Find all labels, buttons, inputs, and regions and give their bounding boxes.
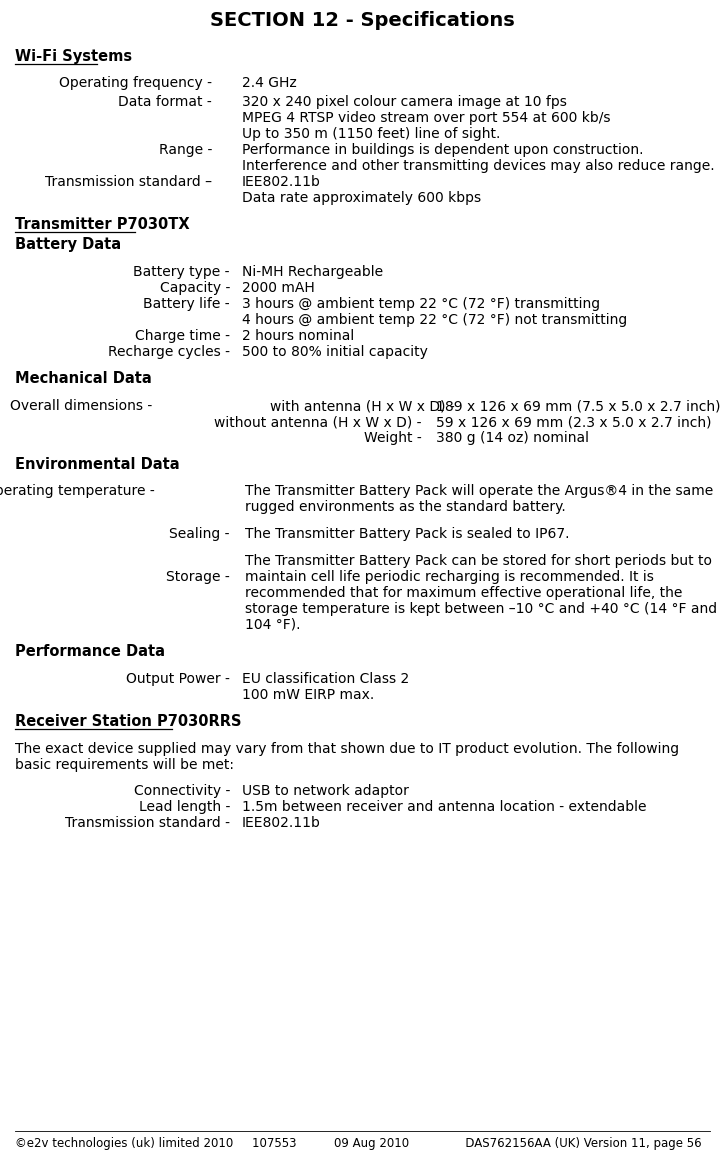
Text: Overall dimensions -: Overall dimensions - — [9, 399, 152, 413]
Text: without antenna (H x W x D) -: without antenna (H x W x D) - — [215, 415, 422, 429]
Text: Connectivity -: Connectivity - — [133, 784, 230, 798]
Text: Charge time -: Charge time - — [135, 328, 230, 343]
Text: Transmission standard -: Transmission standard - — [65, 816, 230, 830]
Text: storage temperature is kept between –10 °C and +40 °C (14 °F and: storage temperature is kept between –10 … — [245, 602, 717, 616]
Text: The exact device supplied may vary from that shown due to IT product evolution. : The exact device supplied may vary from … — [15, 742, 679, 756]
Text: Transmitter P7030TX: Transmitter P7030TX — [15, 217, 190, 231]
Text: Operating temperature -: Operating temperature - — [0, 484, 155, 498]
Text: Data format -: Data format - — [118, 95, 212, 109]
Text: 1.5m between receiver and antenna location - extendable: 1.5m between receiver and antenna locati… — [242, 800, 647, 814]
Text: Receiver Station P7030RRS: Receiver Station P7030RRS — [15, 714, 241, 729]
Text: Output Power -: Output Power - — [126, 672, 230, 686]
Text: Storage -: Storage - — [166, 570, 230, 584]
Text: 3 hours @ ambient temp 22 °C (72 °F) transmitting: 3 hours @ ambient temp 22 °C (72 °F) tra… — [242, 297, 600, 311]
Text: USB to network adaptor: USB to network adaptor — [242, 784, 409, 798]
Text: Battery life -: Battery life - — [144, 297, 230, 311]
Text: maintain cell life periodic recharging is recommended. It is: maintain cell life periodic recharging i… — [245, 570, 654, 584]
Text: ©e2v technologies (uk) limited 2010     107553          09 Aug 2010             : ©e2v technologies (uk) limited 2010 1075… — [15, 1137, 702, 1150]
Text: Up to 350 m (1150 feet) line of sight.: Up to 350 m (1150 feet) line of sight. — [242, 127, 500, 141]
Text: with antenna (H x W x D) -: with antenna (H x W x D) - — [270, 399, 455, 413]
Text: Lead length -: Lead length - — [138, 800, 230, 814]
Text: 2.4 GHz: 2.4 GHz — [242, 76, 297, 90]
Text: SECTION 12 - Specifications: SECTION 12 - Specifications — [210, 11, 515, 30]
Text: Performance Data: Performance Data — [15, 644, 165, 659]
Text: 2 hours nominal: 2 hours nominal — [242, 328, 355, 343]
Text: Weight -: Weight - — [364, 431, 422, 445]
Text: Capacity -: Capacity - — [160, 281, 230, 295]
Text: Wi-Fi Systems: Wi-Fi Systems — [15, 49, 132, 64]
Text: 2000 mAH: 2000 mAH — [242, 281, 315, 295]
Text: EU classification Class 2: EU classification Class 2 — [242, 672, 409, 686]
Text: 100 mW EIRP max.: 100 mW EIRP max. — [242, 689, 374, 703]
Text: The Transmitter Battery Pack can be stored for short periods but to: The Transmitter Battery Pack can be stor… — [245, 554, 712, 568]
Text: Recharge cycles -: Recharge cycles - — [108, 345, 230, 359]
Text: MPEG 4 RTSP video stream over port 554 at 600 kb/s: MPEG 4 RTSP video stream over port 554 a… — [242, 111, 610, 125]
Text: 59 x 126 x 69 mm (2.3 x 5.0 x 2.7 inch): 59 x 126 x 69 mm (2.3 x 5.0 x 2.7 inch) — [436, 415, 711, 429]
Text: Sealing -: Sealing - — [170, 527, 230, 541]
Text: IEE802.11b: IEE802.11b — [242, 816, 321, 830]
Text: Battery type -: Battery type - — [133, 265, 230, 279]
Text: Range -: Range - — [159, 143, 212, 157]
Text: Mechanical Data: Mechanical Data — [15, 371, 152, 386]
Text: IEE802.11b: IEE802.11b — [242, 175, 321, 189]
Text: 380 g (14 oz) nominal: 380 g (14 oz) nominal — [436, 431, 589, 445]
Text: Transmission standard –: Transmission standard – — [45, 175, 212, 189]
Text: Operating frequency -: Operating frequency - — [59, 76, 212, 90]
Text: Battery Data: Battery Data — [15, 237, 121, 253]
Text: 4 hours @ ambient temp 22 °C (72 °F) not transmitting: 4 hours @ ambient temp 22 °C (72 °F) not… — [242, 313, 627, 327]
Text: Data rate approximately 600 kbps: Data rate approximately 600 kbps — [242, 191, 481, 205]
Text: 189 x 126 x 69 mm (7.5 x 5.0 x 2.7 inch): 189 x 126 x 69 mm (7.5 x 5.0 x 2.7 inch) — [436, 399, 721, 413]
Text: 320 x 240 pixel colour camera image at 10 fps: 320 x 240 pixel colour camera image at 1… — [242, 95, 567, 109]
Text: The Transmitter Battery Pack will operate the Argus®4 in the same: The Transmitter Battery Pack will operat… — [245, 484, 713, 498]
Text: recommended that for maximum effective operational life, the: recommended that for maximum effective o… — [245, 586, 682, 600]
Text: 104 °F).: 104 °F). — [245, 618, 300, 632]
Text: 500 to 80% initial capacity: 500 to 80% initial capacity — [242, 345, 428, 359]
Text: Interference and other transmitting devices may also reduce range.: Interference and other transmitting devi… — [242, 159, 715, 173]
Text: Environmental Data: Environmental Data — [15, 457, 180, 472]
Text: Ni-MH Rechargeable: Ni-MH Rechargeable — [242, 265, 383, 279]
Text: The Transmitter Battery Pack is sealed to IP67.: The Transmitter Battery Pack is sealed t… — [245, 527, 570, 541]
Text: basic requirements will be met:: basic requirements will be met: — [15, 758, 234, 772]
Text: Performance in buildings is dependent upon construction.: Performance in buildings is dependent up… — [242, 143, 644, 157]
Text: rugged environments as the standard battery.: rugged environments as the standard batt… — [245, 500, 566, 514]
